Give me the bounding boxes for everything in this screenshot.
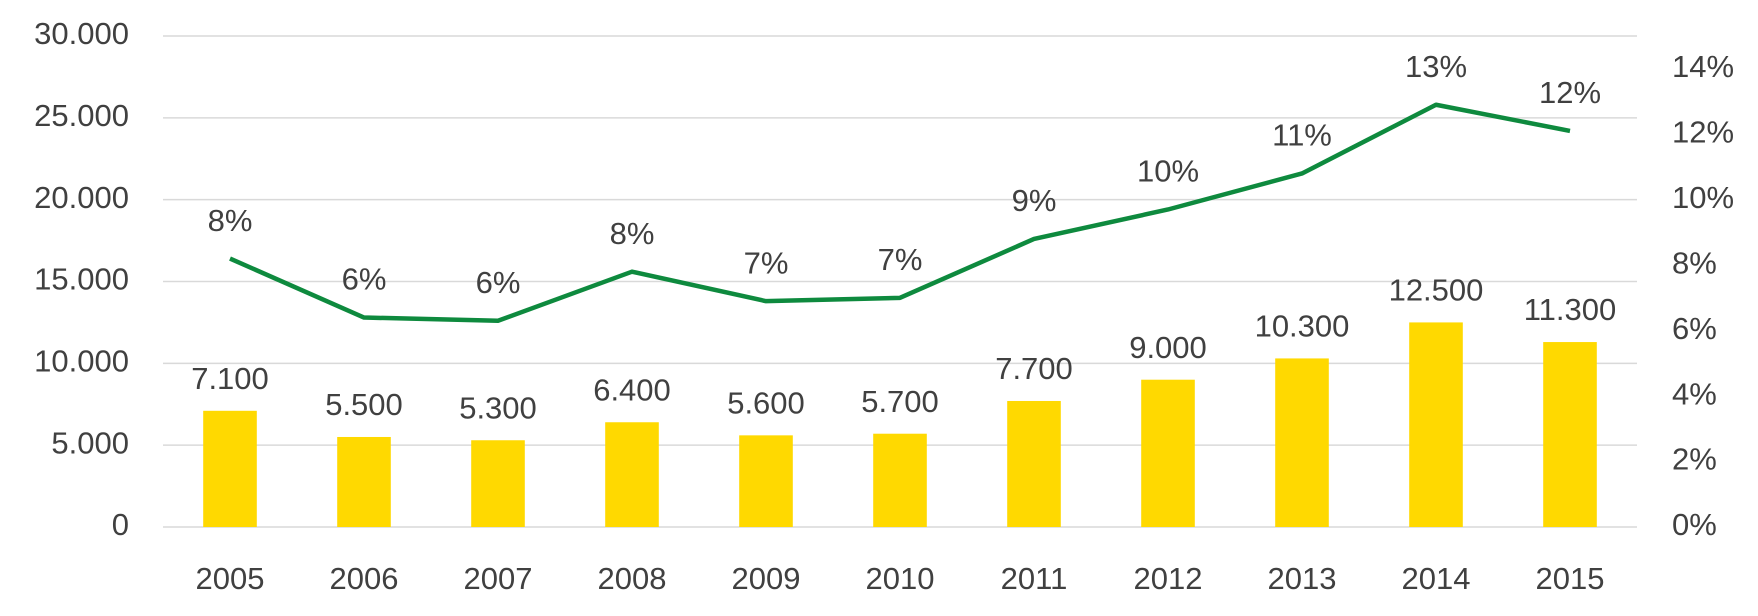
y2-tick-label: 14% xyxy=(1672,49,1734,84)
line-value-label: 13% xyxy=(1405,49,1467,84)
bar xyxy=(337,436,391,527)
y2-tick-label: 2% xyxy=(1672,442,1717,477)
y2-tick-label: 12% xyxy=(1672,114,1734,149)
bar-value-label: 12.500 xyxy=(1389,273,1484,308)
bar xyxy=(739,435,793,527)
bar xyxy=(1141,379,1195,527)
y-tick-label: 10.000 xyxy=(34,344,129,379)
line-value-label: 12% xyxy=(1539,75,1601,110)
bar-value-label: 5.700 xyxy=(861,384,939,419)
bar xyxy=(1409,322,1463,527)
bar-value-label: 7.700 xyxy=(995,351,1073,386)
x-tick-label: 2009 xyxy=(732,561,801,596)
y-tick-label: 15.000 xyxy=(34,262,129,297)
x-tick-label: 2008 xyxy=(598,561,667,596)
bar xyxy=(1543,342,1597,527)
x-tick-label: 2007 xyxy=(464,561,533,596)
line-value-label: 8% xyxy=(610,216,655,251)
y-tick-label: 0 xyxy=(112,507,129,542)
bar xyxy=(471,440,525,527)
x-tick-label: 2006 xyxy=(330,561,399,596)
line-value-label: 6% xyxy=(342,262,387,297)
x-tick-label: 2012 xyxy=(1134,561,1203,596)
y2-tick-label: 4% xyxy=(1672,376,1717,411)
x-tick-label: 2010 xyxy=(866,561,935,596)
y2-tick-label: 8% xyxy=(1672,245,1717,280)
bar xyxy=(1275,358,1329,527)
x-tick-label: 2005 xyxy=(196,561,265,596)
bar xyxy=(873,433,927,527)
line-value-label: 10% xyxy=(1137,154,1199,189)
bar-value-label: 6.400 xyxy=(593,372,671,407)
bar-value-label: 11.300 xyxy=(1524,292,1617,327)
x-tick-label: 2015 xyxy=(1536,561,1605,596)
line-value-label: 7% xyxy=(744,245,789,280)
y2-tick-label: 10% xyxy=(1672,180,1734,215)
line-value-label: 11% xyxy=(1272,118,1332,153)
line-value-label: 7% xyxy=(878,242,923,277)
bar-value-label: 5.500 xyxy=(325,387,403,422)
line-value-label: 8% xyxy=(208,203,253,238)
bar-value-label: 10.300 xyxy=(1255,309,1350,344)
bar-value-label: 9.000 xyxy=(1129,330,1207,365)
x-tick-label: 2013 xyxy=(1268,561,1337,596)
y-tick-label: 25.000 xyxy=(34,98,129,133)
bar-value-label: 7.100 xyxy=(191,361,269,396)
line-value-label: 6% xyxy=(476,265,521,300)
bar xyxy=(1007,400,1061,527)
x-tick-label: 2014 xyxy=(1402,561,1471,596)
y-tick-label: 30.000 xyxy=(34,16,129,51)
x-tick-label: 2011 xyxy=(1001,561,1068,596)
y2-tick-label: 0% xyxy=(1672,507,1717,542)
bar xyxy=(605,422,659,527)
line-value-label: 9% xyxy=(1012,183,1057,218)
y-tick-label: 5.000 xyxy=(51,425,129,460)
line xyxy=(229,102,1571,324)
y-tick-label: 20.000 xyxy=(34,180,129,215)
y2-tick-label: 6% xyxy=(1672,311,1717,346)
bar-value-label: 5.600 xyxy=(727,386,805,421)
bar-value-label: 5.300 xyxy=(459,390,537,425)
bar xyxy=(203,410,257,527)
